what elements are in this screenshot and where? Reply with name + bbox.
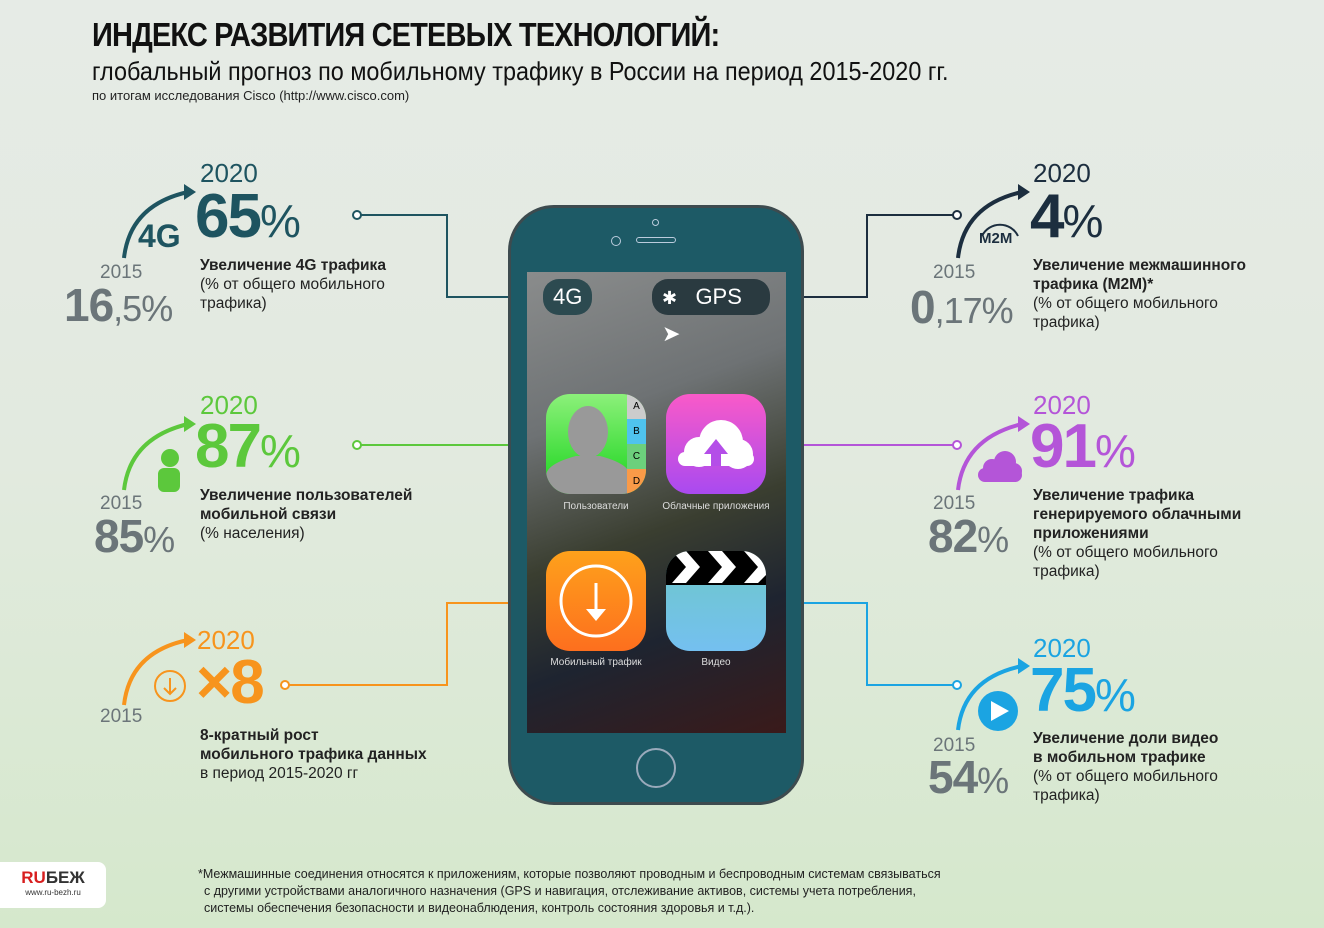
app-cloud (666, 394, 766, 494)
year-2015: 2015 (100, 262, 143, 283)
m2m-arc-icon (981, 223, 1019, 237)
4g-icon: 4G (138, 218, 181, 254)
description: Увеличение трафика генерируемого облачным… (1033, 487, 1242, 580)
location-arrow-icon: ➤ (662, 321, 681, 346)
app-mobile-traffic (546, 551, 646, 651)
status-bluetooth-gps: ✱ GPS ➤ (652, 279, 770, 346)
value-2015: 54% (928, 751, 1009, 803)
year-2020: 2020 (197, 625, 255, 655)
bluetooth-icon: ✱ (662, 288, 678, 308)
description: Увеличение межмашинного трафика (M2M)* (% … (1033, 257, 1246, 331)
page-title: ИНДЕКС РАЗВИТИЯ СЕТЕВЫХ ТЕХНОЛОГИЙ: (92, 16, 720, 53)
m2m-icon: M2M (979, 230, 1013, 247)
year-2015: 2015 (933, 262, 976, 283)
cloud-icon (978, 451, 1022, 482)
clapperboard-icon (666, 551, 766, 585)
logo: RUБЕЖ www.ru-bezh.ru (0, 862, 106, 908)
value-2020: 75% (1030, 656, 1136, 725)
year-2020: 2020 (1033, 158, 1091, 188)
value-2020: 4% (1030, 182, 1103, 251)
download-icon (559, 564, 633, 638)
value-2015: 0,17% (910, 281, 1014, 333)
sensor-icon (611, 236, 621, 246)
value-2020: ×8 (196, 648, 265, 717)
cloud-upload-icon (678, 420, 754, 469)
year-2020: 2020 (1033, 390, 1091, 420)
value-2015: 85% (94, 510, 175, 562)
app-label: Мобильный трафик (550, 657, 642, 668)
description: Увеличение 4G трафика (% от общего мобиль… (200, 257, 386, 312)
year-2015: 2015 (100, 706, 143, 727)
home-button (636, 748, 676, 788)
source-note: по итогам исследования Cisco (http://www… (92, 88, 410, 103)
app-label: Видео (701, 657, 731, 668)
user-icon (158, 449, 180, 492)
value-2020: 91% (1030, 412, 1136, 481)
description: Увеличение доли видео в мобильном трафике… (1033, 730, 1219, 804)
footnote: *Межмашинные соединения относятся к прил… (198, 867, 941, 915)
status-4g: 4G (543, 279, 593, 315)
download-circle-icon (154, 670, 186, 702)
year-2015: 2015 (100, 493, 143, 514)
app-label: Облачные приложения (662, 501, 770, 512)
page-subtitle: глобальный прогноз по мобильному трафику… (92, 56, 949, 86)
value-2020: 87% (195, 412, 301, 481)
year-2020: 2020 (200, 390, 258, 420)
app-video (666, 551, 766, 651)
description: 8-кратный рост мобильного трафика данных в… (200, 727, 427, 782)
year-2020: 2020 (1033, 633, 1091, 663)
play-icon (978, 691, 1018, 731)
camera-icon (652, 219, 659, 226)
value-2015: 82% (928, 510, 1009, 562)
speaker-icon (636, 237, 676, 243)
phone-screen (527, 272, 786, 733)
year-2015: 2015 (933, 493, 976, 514)
year-2020: 2020 (200, 158, 258, 188)
description: Увеличение пользователей мобильной связи(… (200, 487, 413, 542)
value-2020: 65% (195, 182, 301, 251)
person-silhouette-icon (546, 406, 630, 494)
value-2015: 16,5% (64, 279, 173, 331)
year-2015: 2015 (933, 735, 976, 756)
app-label: Пользователи (563, 501, 629, 512)
